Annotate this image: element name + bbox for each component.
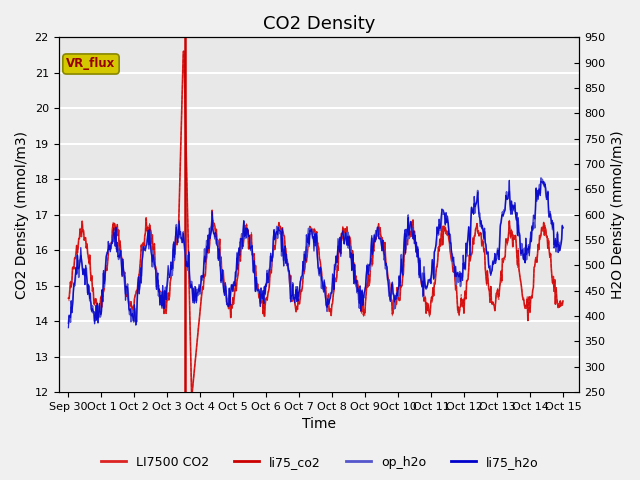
Title: CO2 Density: CO2 Density: [263, 15, 375, 33]
Y-axis label: H2O Density (mmol/m3): H2O Density (mmol/m3): [611, 131, 625, 299]
Legend: LI7500 CO2, li75_co2, op_h2o, li75_h2o: LI7500 CO2, li75_co2, op_h2o, li75_h2o: [96, 451, 544, 474]
X-axis label: Time: Time: [302, 418, 336, 432]
Y-axis label: CO2 Density (mmol/m3): CO2 Density (mmol/m3): [15, 131, 29, 299]
Text: VR_flux: VR_flux: [67, 58, 116, 71]
